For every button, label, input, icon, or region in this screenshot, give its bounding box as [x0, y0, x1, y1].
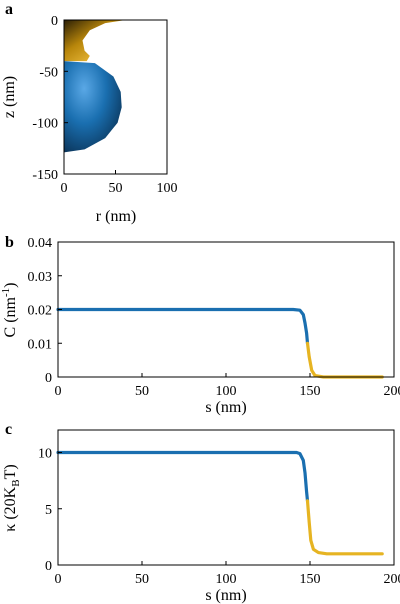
x-tick-label: 50	[109, 181, 123, 196]
x-tick-label: 50	[135, 384, 149, 399]
x-tick-label: 200	[384, 572, 400, 587]
panel-c-ylabel-sub: B	[10, 479, 22, 486]
panel-b-plot-area	[56, 307, 384, 379]
y-tick-label: 0.03	[28, 270, 53, 285]
panel-b-ylabel-sup: -1	[0, 288, 12, 297]
panel-c-xlabel: s (nm)	[205, 587, 246, 604]
x-tick-label: 50	[135, 572, 149, 587]
y-tick-label: 5	[45, 503, 52, 518]
panel-b: b 0 50 100 150 200 0 0.01 0.02 0.03 0.04 s (nm) C…	[0, 234, 400, 416]
x-tick-label: 100	[157, 181, 178, 196]
series-line-blue	[56, 307, 310, 345]
y-tick-label: 10	[38, 447, 52, 462]
panel-a: a 0 50 100 0 -50 -100 -150 r (nm) z (nm)	[1, 1, 178, 225]
y-tick-label: 0	[45, 559, 52, 574]
panel-b-xlabel: s (nm)	[205, 399, 246, 416]
x-tick-label: 150	[300, 384, 321, 399]
panel-b-ylabel-main: C (nm	[2, 296, 19, 337]
series-line-blue	[56, 450, 310, 503]
vesicle-neck-shape	[64, 20, 126, 62]
vesicle-body-shape	[64, 61, 122, 153]
panel-a-plot-area	[64, 20, 126, 153]
panel-c-ylabel-end: T)	[2, 464, 19, 479]
x-tick-label: 150	[300, 572, 321, 587]
series-line-yellow	[305, 499, 384, 556]
panel-c-label: c	[5, 421, 12, 438]
panel-c: c 0 50 100 150 200 0 5 10 s (nm) κ (20KBT)	[2, 421, 400, 604]
panel-a-label: a	[5, 1, 13, 18]
panel-a-xlabel: r (nm)	[96, 208, 136, 225]
x-tick-label: 0	[61, 181, 68, 196]
panel-b-ylabel-end: )	[2, 283, 19, 288]
y-tick-label: -50	[39, 65, 58, 80]
x-tick-label: 0	[55, 384, 62, 399]
x-tick-label: 100	[216, 384, 237, 399]
y-tick-label: 0.02	[28, 304, 53, 319]
y-tick-label: 0	[45, 371, 52, 386]
panel-c-plot-area	[56, 450, 384, 556]
panel-c-frame	[57, 429, 395, 566]
y-tick-label: -150	[32, 168, 58, 183]
panel-c-ylabel-main: κ (20K	[2, 486, 19, 531]
panel-a-ylabel: z (nm)	[1, 76, 18, 118]
x-tick-label: 0	[55, 572, 62, 587]
y-tick-label: -100	[32, 117, 58, 132]
panel-b-label: b	[5, 234, 14, 251]
x-tick-label: 100	[216, 572, 237, 587]
series-line-yellow	[305, 341, 384, 379]
panel-b-ticks: 0 50 100 150 200 0 0.01 0.02 0.03 0.04	[28, 236, 400, 399]
y-tick-label: 0.01	[28, 337, 53, 352]
panel-c-ticks: 0 50 100 150 200 0 5 10	[38, 447, 400, 588]
panel-a-ticks: 0 50 100 0 -50 -100 -150	[32, 14, 177, 196]
panel-b-ylabel: C (nm-1)	[0, 283, 19, 338]
y-tick-label: 0	[51, 14, 58, 29]
panel-c-ylabel: κ (20KBT)	[2, 464, 22, 531]
x-tick-label: 200	[384, 384, 400, 399]
y-tick-label: 0.04	[28, 236, 53, 251]
